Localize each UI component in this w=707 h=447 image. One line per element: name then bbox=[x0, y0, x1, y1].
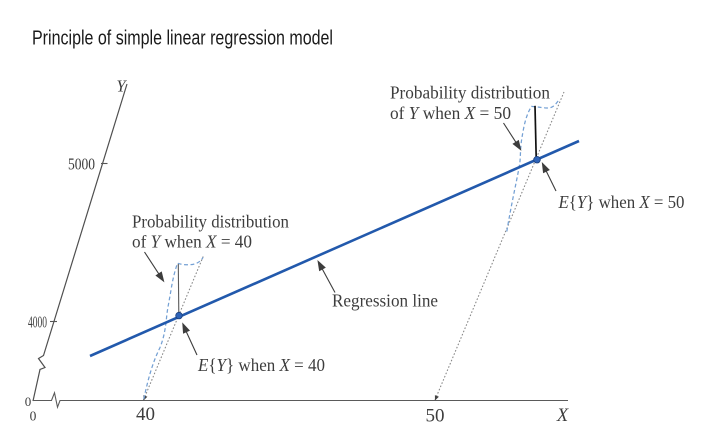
svg-text:Y: Y bbox=[116, 77, 127, 96]
svg-text:Probability distribution: Probability distribution bbox=[132, 212, 289, 232]
svg-text:0: 0 bbox=[30, 409, 37, 424]
svg-text:50: 50 bbox=[426, 405, 445, 426]
svg-text:of Y when X = 40: of Y when X = 40 bbox=[132, 232, 252, 252]
svg-text:E{Y} when X = 50: E{Y} when X = 50 bbox=[558, 192, 685, 212]
svg-text:X: X bbox=[556, 406, 569, 426]
svg-text:40: 40 bbox=[136, 404, 155, 425]
svg-text:E{Y} when X = 40: E{Y} when X = 40 bbox=[197, 355, 325, 375]
svg-text:Probability distribution: Probability distribution bbox=[390, 83, 550, 103]
svg-text:Regression line: Regression line bbox=[332, 291, 438, 311]
svg-text:4000: 4000 bbox=[28, 313, 47, 332]
svg-text:5000: 5000 bbox=[68, 155, 95, 174]
svg-text:of Y when X = 50: of Y when X = 50 bbox=[390, 103, 511, 123]
svg-text:0: 0 bbox=[25, 394, 32, 409]
svg-text:Principle of simple linear reg: Principle of simple linear regression mo… bbox=[32, 28, 333, 50]
